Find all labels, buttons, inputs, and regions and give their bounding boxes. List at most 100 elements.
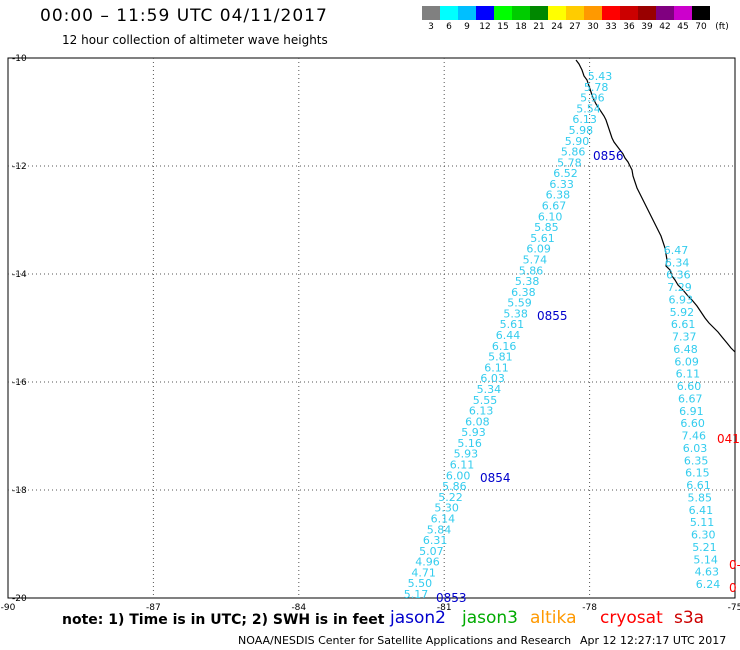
- wave-height-label: 6.61: [671, 318, 696, 331]
- wave-height-label: 6.09: [674, 355, 699, 368]
- wave-height-label: 5.92: [670, 306, 695, 319]
- color-swatch: [584, 6, 602, 20]
- wave-height-label: 6.34: [665, 256, 690, 269]
- wave-height-label: 5.50: [408, 577, 433, 590]
- latitude-tick-label: -20: [12, 594, 27, 604]
- wave-height-label: 6.60: [677, 380, 702, 393]
- wave-height-label: 6.47: [664, 244, 689, 257]
- wave-height-label: 5.85: [534, 221, 559, 234]
- wave-height-label: 6.30: [691, 529, 716, 542]
- map-subtitle: 12 hour collection of altimeter wave hei…: [62, 33, 328, 47]
- wave-height-label: 6.61: [686, 479, 711, 492]
- wave-height-label: 6.48: [673, 343, 698, 356]
- coastline: [575, 59, 736, 353]
- color-swatch: [638, 6, 656, 20]
- wave-height-label: 5.55: [473, 394, 498, 407]
- footer-source: NOAA/NESDIS Center for Satellite Applica…: [238, 634, 572, 647]
- map-title: 00:00 – 11:59 UTC 04/11/2017: [40, 6, 328, 26]
- wave-height-label: 6.31: [423, 534, 448, 547]
- latitude-tick-label: -16: [12, 378, 27, 388]
- color-swatch: [476, 6, 494, 20]
- wave-height-label: 5.21: [692, 541, 717, 554]
- wave-height-label: 5.59: [507, 297, 532, 310]
- color-swatch: [620, 6, 638, 20]
- longitude-tick-label: -84: [291, 603, 306, 613]
- color-swatch: [674, 6, 692, 20]
- wave-height-label: 5.84: [427, 523, 452, 536]
- wave-height-label: 6.44: [496, 329, 521, 342]
- longitude-tick-label: -78: [582, 603, 597, 613]
- wave-height-label: 6.67: [542, 200, 567, 213]
- legend-entry-jason2: jason2: [390, 608, 446, 628]
- wave-height-label: 6.91: [679, 405, 704, 418]
- pass-time-label: 0854: [480, 471, 511, 485]
- color-scale-label: 21: [533, 22, 545, 32]
- wave-height-label: 7.29: [667, 281, 692, 294]
- wave-height-label: 4.96: [415, 556, 440, 569]
- wave-height-label: 5.78: [584, 81, 609, 94]
- wave-height-label: 6.16: [492, 340, 517, 353]
- wave-height-label: 5.81: [488, 351, 513, 364]
- footer-timestamp: Apr 12 12:27:17 UTC 2017: [580, 634, 727, 647]
- pass-time-label: 041: [717, 432, 740, 446]
- legend-entry-s3a: s3a: [674, 608, 705, 628]
- wave-height-label: 6.13: [469, 405, 494, 418]
- pass-time-label: 0-: [729, 558, 740, 572]
- wave-height-label: 5.38: [503, 307, 528, 320]
- wave-height-label: 5.14: [693, 553, 718, 566]
- legend-entry-cryosat: cryosat: [600, 608, 663, 628]
- color-swatch: [692, 6, 710, 20]
- color-scale-label: 36: [623, 22, 635, 32]
- wave-height-label: 5.17: [404, 588, 429, 601]
- wave-height-label: 5.11: [690, 516, 715, 529]
- pass-time-label: 0855: [537, 309, 568, 323]
- wave-height-label: 6.11: [450, 459, 475, 472]
- wave-height-label: 6.93: [668, 293, 693, 306]
- pass-time-label: 0853: [436, 591, 467, 605]
- color-scale-label: 45: [677, 22, 689, 32]
- wave-height-label: 6.03: [683, 442, 708, 455]
- wave-height-label: 6.00: [446, 469, 471, 482]
- wave-height-label: 6.60: [680, 417, 705, 430]
- color-swatch: [566, 6, 584, 20]
- wave-height-label: 5.90: [565, 135, 590, 148]
- wave-height-label: 5.34: [477, 383, 502, 396]
- wave-height-label: 6.52: [553, 167, 578, 180]
- wave-height-label: 5.98: [569, 124, 594, 137]
- wave-height-label: 4.63: [695, 566, 720, 579]
- color-scale-label: 18: [515, 22, 527, 32]
- wave-height-label: 5.43: [588, 70, 613, 83]
- color-scale-label: 27: [569, 22, 581, 32]
- color-swatch: [548, 6, 566, 20]
- wave-height-label: 5.85: [687, 491, 712, 504]
- wave-height-label: 5.93: [454, 448, 479, 461]
- latitude-tick-label: -14: [12, 270, 27, 280]
- pass-time-label: 0: [729, 581, 737, 595]
- color-scale-label: 9: [464, 22, 470, 32]
- longitude-tick-label: -90: [1, 603, 16, 613]
- wave-height-label: 6.67: [678, 392, 703, 405]
- color-swatch: [602, 6, 620, 20]
- color-swatch: [458, 6, 476, 20]
- wave-height-label: 6.36: [666, 269, 691, 282]
- wave-height-label: 5.38: [515, 275, 540, 288]
- color-scale-bar: [422, 6, 710, 20]
- latitude-tick-label: -12: [12, 162, 27, 172]
- wave-height-label: 5.30: [434, 502, 459, 515]
- wave-height-label: 5.86: [442, 480, 467, 493]
- color-scale-label: 70: [695, 22, 707, 32]
- color-scale-label: 12: [479, 22, 491, 32]
- wave-height-label: 5.74: [523, 253, 548, 266]
- color-scale-labels: 3 6 9 12 15 18 21 24 27 30 33 36 39 42 45 70 (ft): [422, 22, 740, 34]
- wave-height-label: 6.35: [684, 454, 709, 467]
- map-frame: [7, 57, 736, 599]
- wave-height-label: 6.38: [511, 286, 536, 299]
- color-scale-label: 33: [605, 22, 617, 32]
- wave-height-label: 6.33: [549, 178, 574, 191]
- wave-height-label: 6.11: [676, 368, 701, 381]
- wave-height-label: 5.78: [557, 156, 582, 169]
- color-scale-label: 3: [428, 22, 434, 32]
- wave-height-label: 5.16: [457, 437, 482, 450]
- color-scale-label: 24: [551, 22, 563, 32]
- color-swatch: [512, 6, 530, 20]
